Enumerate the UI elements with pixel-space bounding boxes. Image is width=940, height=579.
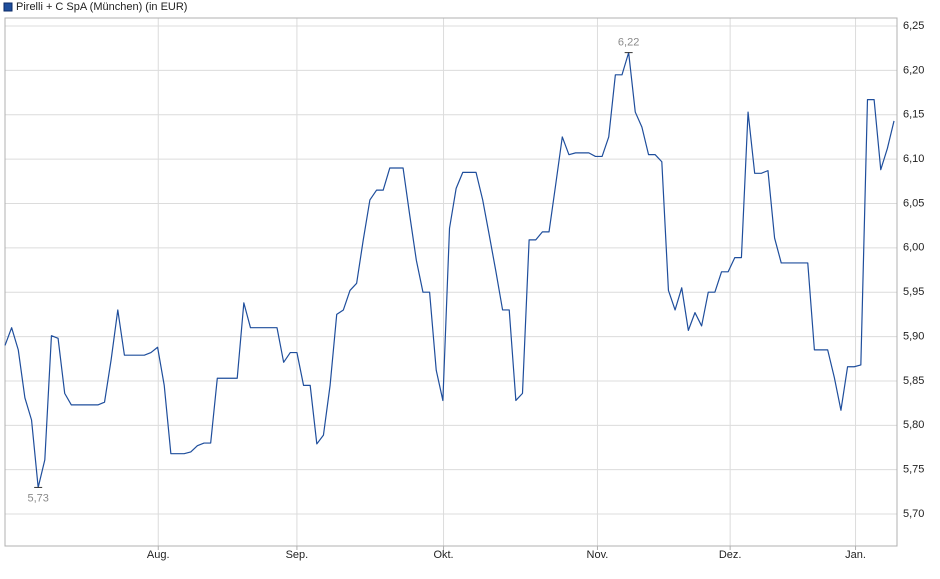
legend-swatch (3, 2, 13, 12)
y-tick-label: 5,90 (903, 330, 924, 342)
x-tick-label: Jan. (845, 549, 866, 561)
x-tick-label: Aug. (147, 549, 170, 561)
annotation-label: 5,73 (27, 492, 48, 504)
y-tick-label: 5,80 (903, 419, 924, 431)
legend-label: Pirelli + C SpA (München) (in EUR) (16, 1, 187, 13)
x-tick-label: Sep. (286, 549, 309, 561)
y-tick-label: 5,75 (903, 464, 924, 476)
y-tick-label: 6,20 (903, 64, 924, 76)
plot-frame (4, 17, 898, 547)
y-tick-label: 5,70 (903, 508, 924, 520)
price-line (4, 52, 895, 489)
y-tick-label: 6,10 (903, 153, 924, 165)
y-tick-label: 6,00 (903, 242, 924, 254)
x-tick-label: Dez. (719, 549, 742, 561)
y-tick-label: 6,05 (903, 197, 924, 209)
x-tick-label: Okt. (433, 549, 453, 561)
x-tick-label: Nov. (587, 549, 609, 561)
y-tick-label: 5,85 (903, 375, 924, 387)
y-tick-label: 5,95 (903, 286, 924, 298)
y-tick-label: 6,15 (903, 109, 924, 121)
y-tick-label: 6,25 (903, 20, 924, 32)
annotation-label: 6,22 (618, 37, 639, 49)
